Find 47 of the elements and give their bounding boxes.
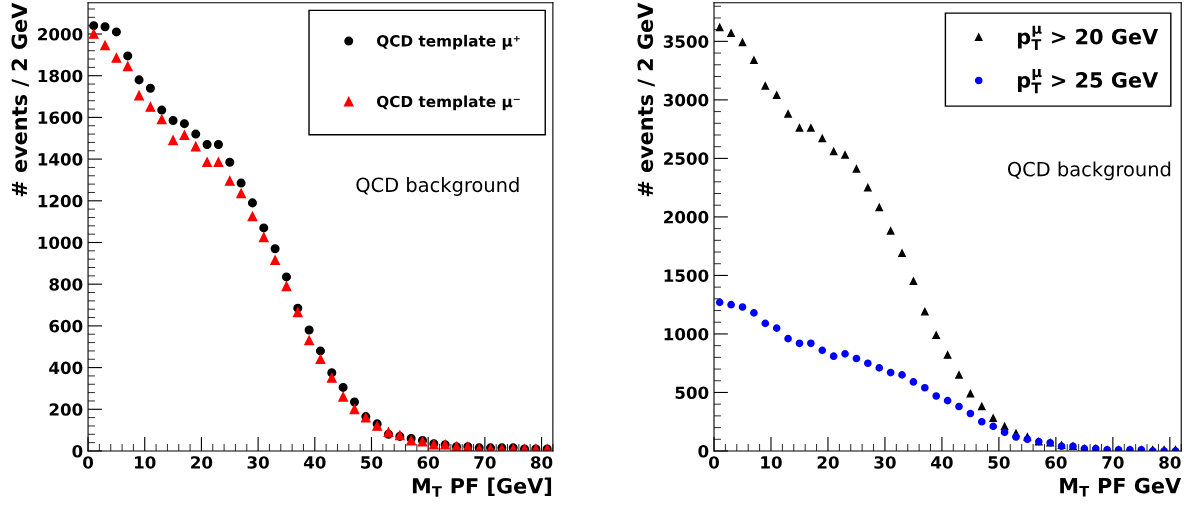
y-tick-label: 0 [72,444,83,458]
y-tick-label: 1800 [38,69,83,83]
x-tick-label: 20 [191,456,213,469]
legend-label: p$^{μ}$$_{T}$ > 25 GeV [1017,68,1159,94]
x-axis-title: M$_{T}$ PF GeV [1060,477,1182,497]
y-tick-label: 1600 [38,111,83,124]
x-tick-label: 70 [1102,456,1124,469]
y-tick-label: 2000 [664,210,709,224]
annotation: QCD background [356,177,519,196]
x-tick-label: 30 [874,456,896,469]
annotation: QCD background [1007,161,1171,181]
y-tick-label: 600 [49,319,83,333]
x-axis-title: M$_{T}$ PF [GeV] [412,477,552,497]
x-tick-label: 10 [135,456,156,469]
y-tick-label: 1000 [38,236,83,250]
x-tick-label: 10 [761,456,782,469]
x-tick-label: 50 [988,456,1010,469]
y-tick-label: 2000 [38,27,83,41]
y-tick-label: 200 [49,403,83,416]
y-tick-label: 1000 [664,327,709,341]
legend-label: QCD template μ⁺ [377,34,520,50]
y-tick-label: 3000 [663,93,709,107]
y-tick-label: 0 [698,444,709,458]
y-tick-label: 1200 [38,194,83,208]
x-tick-label: 60 [417,456,439,469]
x-tick-label: 80 [530,456,553,469]
x-tick-label: 70 [474,456,496,469]
y-tick-label: 1400 [38,153,83,166]
x-tick-label: 0 [709,456,720,469]
x-tick-label: 60 [1045,456,1067,469]
x-tick-label: 0 [83,456,94,469]
x-tick-label: 20 [817,456,839,469]
legend-label: p$^{μ}$$_{T}$ > 20 GeV [1017,25,1159,50]
x-tick-label: 40 [303,456,326,469]
y-axis-title: # events / 2 GeV [637,2,655,197]
y-tick-label: 500 [675,386,709,400]
y-tick-label: 400 [49,361,83,375]
x-tick-label: 40 [931,456,953,469]
x-tick-label: 30 [247,456,269,469]
x-tick-label: 50 [361,456,383,469]
y-tick-label: 800 [49,278,83,291]
y-axis-title: # events / 2 GeV [11,2,29,197]
x-tick-label: 80 [1159,456,1181,469]
y-tick-label: 3500 [663,35,709,48]
y-tick-label: 1500 [664,269,709,282]
legend-label: QCD template μ⁻ [377,95,520,111]
y-tick-label: 2500 [664,152,709,165]
